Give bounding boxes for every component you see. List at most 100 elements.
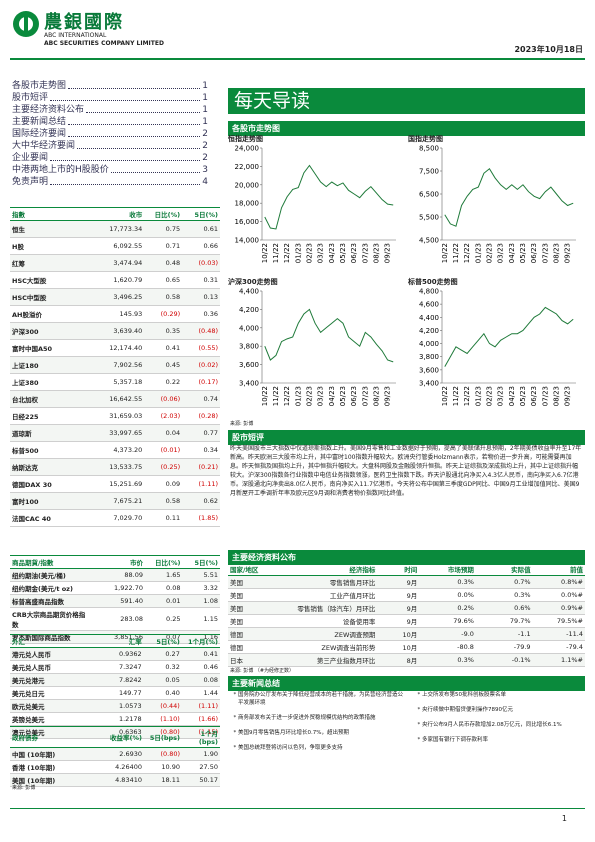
chart-title: 沪深300走势图 xyxy=(228,278,278,286)
cell: (0.01) xyxy=(144,441,183,459)
y-tick-label: 8,500 xyxy=(419,145,439,153)
toc-item: 主要新闻总结 1 xyxy=(12,116,208,128)
x-tick-label: 06/23 xyxy=(530,386,538,406)
cell: 5,357.18 xyxy=(87,373,145,391)
row: 美国 零售销售月环比 9月 0.3% 0.7% 0.8%# xyxy=(228,575,585,589)
cell: 1.2178 xyxy=(87,712,144,726)
toc-page: 2 xyxy=(202,141,208,151)
row: 恒生 17,773.34 0.75 0.61 xyxy=(10,220,220,238)
y-tick-label: 4,600 xyxy=(419,301,439,309)
cell: 12,174.40 xyxy=(87,339,145,357)
cell: 0.7% xyxy=(475,575,533,589)
x-tick-label: 04/23 xyxy=(328,243,336,263)
cell: 富时中国A50 xyxy=(10,339,88,357)
toc-page: 1 xyxy=(202,81,208,91)
cell: 0.32 xyxy=(143,660,182,674)
date: 2023年10月18日 xyxy=(514,45,583,54)
cell: 0.3% xyxy=(419,653,476,667)
cell: (0.17) xyxy=(182,373,220,391)
cell: ZEW调查当前形势 xyxy=(268,640,378,654)
x-tick-label: 09/23 xyxy=(564,243,572,263)
section-title: 主要经济资料公布 xyxy=(228,550,585,565)
column-header: 实际值 xyxy=(475,562,533,576)
cell: 0.0% xyxy=(419,588,476,602)
x-tick-label: 10/22 xyxy=(441,386,449,406)
x-tick-label: 07/23 xyxy=(361,386,369,406)
toc-leader xyxy=(68,116,201,125)
cell: 0.2% xyxy=(419,601,476,615)
x-tick-label: 09/23 xyxy=(564,386,572,406)
cell: -9.0 xyxy=(419,627,476,641)
row: 标普高盛商品指数 591.40 0.01 1.08 xyxy=(10,594,220,608)
cell: 港元兑人民币 xyxy=(10,647,88,661)
row: 欧元兑美元 1.0573 (0.44) (1.11) xyxy=(10,699,220,713)
cell: 沪深300 xyxy=(10,322,88,340)
cell: 79.6% xyxy=(419,614,476,628)
x-tick-label: 12/22 xyxy=(283,243,291,263)
line xyxy=(444,167,574,227)
chart: 国指走势图 4,500 5,500 6,500 7,500 8,500 10/22 11/22… xyxy=(408,134,586,276)
toc-leader xyxy=(110,164,201,173)
toc-leader xyxy=(86,104,201,113)
company-cn: 農銀國際 xyxy=(44,12,124,33)
row: 港元兑人民币 0.9362 0.27 0.41 xyxy=(10,647,220,661)
cell: 零售销售（除汽车）月环比 xyxy=(268,601,378,615)
toc-item: 各股市走势图 1 xyxy=(12,80,208,92)
cell: 道琼斯 xyxy=(10,424,88,442)
cell: 美元兑人民币 xyxy=(10,660,88,674)
cell: 18.11 xyxy=(144,773,182,787)
y-tick-label: 3,800 xyxy=(419,353,439,361)
bond-table: 政府债券 收益率(%) 5日(bps) 1个月(bps) 中国 (10年期) 2.6930… xyxy=(10,726,220,787)
cell: 1.44 xyxy=(181,686,220,700)
cell: 33,997.65 xyxy=(87,424,145,442)
x-tick-label: 02/23 xyxy=(305,386,313,406)
cell: 1.90 xyxy=(182,747,220,761)
header-row: 指數 收市 日比(%) 5日(%) xyxy=(10,207,220,221)
toc-item: 主要经济资料公布 1 xyxy=(12,104,208,116)
cell: 0.35 xyxy=(144,322,183,340)
column-header: 时间 xyxy=(377,562,420,576)
header-row: 商品期貨/指數 市价 日比(%) 5日(%) xyxy=(10,555,220,569)
cell: (0.25) xyxy=(144,458,183,476)
cell: 0.74 xyxy=(182,390,220,408)
row: 英镑兑美元 1.2178 (1.10) (1.66) xyxy=(10,712,220,726)
chart-svg: 14,000 16,000 18,000 20,000 22,000 24,000 10/2… xyxy=(235,145,396,263)
x-tick-label: 05/23 xyxy=(339,386,347,406)
row: HSC中型股 3,496.25 0.58 0.13 xyxy=(10,288,220,306)
x-tick-label: 06/23 xyxy=(530,243,538,263)
econ-table: 国家/地区 经济指标 时间 市场预期 实际值 前值 美国 零售销售月环比 9月 0.3% 0.7% 0… xyxy=(228,562,585,667)
y-tick-label: 3,400 xyxy=(419,380,439,388)
column-header: 5日(bps) xyxy=(144,726,182,748)
commodity-table: 商品期貨/指數 市价 日比(%) 5日(%) 纽约期油(美元/桶) 88.09 1.65 5.… xyxy=(10,555,220,644)
row: H股 6,092.55 0.71 0.66 xyxy=(10,237,220,255)
cell: 0.01 xyxy=(145,594,183,608)
cell: 1.15 xyxy=(182,607,220,631)
row: 富时中国A50 12,174.40 0.41 (0.55) xyxy=(10,339,220,357)
row: 道琼斯 33,997.65 0.04 0.77 xyxy=(10,424,220,442)
toc-label: 主要新闻总结 xyxy=(12,117,67,127)
toc-item: 国际经济要闻 2 xyxy=(12,128,208,140)
cell: 7.3247 xyxy=(87,660,144,674)
page-number: 1 xyxy=(561,814,567,823)
row: 纳斯达克 13,533.75 (0.25) (0.21) xyxy=(10,458,220,476)
cell: (1.11) xyxy=(182,475,220,493)
row: CRB大宗商品期货价格指数 283.08 0.25 1.15 xyxy=(10,607,220,631)
cell: 0.34 xyxy=(182,441,220,459)
cell: (0.29) xyxy=(144,305,183,323)
cell: CRB大宗商品期货价格指数 xyxy=(10,607,89,631)
news-item: 上交所发布第50批科创板股票名单 xyxy=(422,690,592,698)
cell: 0.65 xyxy=(144,271,183,289)
chart-svg: 3,400 3,600 3,800 4,000 4,200 4,400 4,600 4,800… xyxy=(419,288,576,406)
table: 指數 收市 日比(%) 5日(%) 恒生 17,773.34 0.75 0.61 H股 6,092… xyxy=(10,207,220,527)
row: 香港 (10年期) 4.26400 10.90 27.50 xyxy=(10,760,220,774)
cell: 13,533.75 xyxy=(87,458,145,476)
x-tick-label: 07/23 xyxy=(541,386,549,406)
x-tick-label: 03/23 xyxy=(497,243,505,263)
cell: 标普500 xyxy=(10,441,88,459)
cell: 283.08 xyxy=(88,607,145,631)
x-tick-label: 11/22 xyxy=(452,386,460,406)
cell: 9月 xyxy=(377,614,420,628)
chart: 沪深300走势图 3,400 3,600 3,800 4,000 4,200 4,400 10… xyxy=(228,277,406,419)
x-tick-label: 02/23 xyxy=(485,386,493,406)
news-item: 央行续做中期借贷便利操作7890亿元 xyxy=(422,705,592,713)
